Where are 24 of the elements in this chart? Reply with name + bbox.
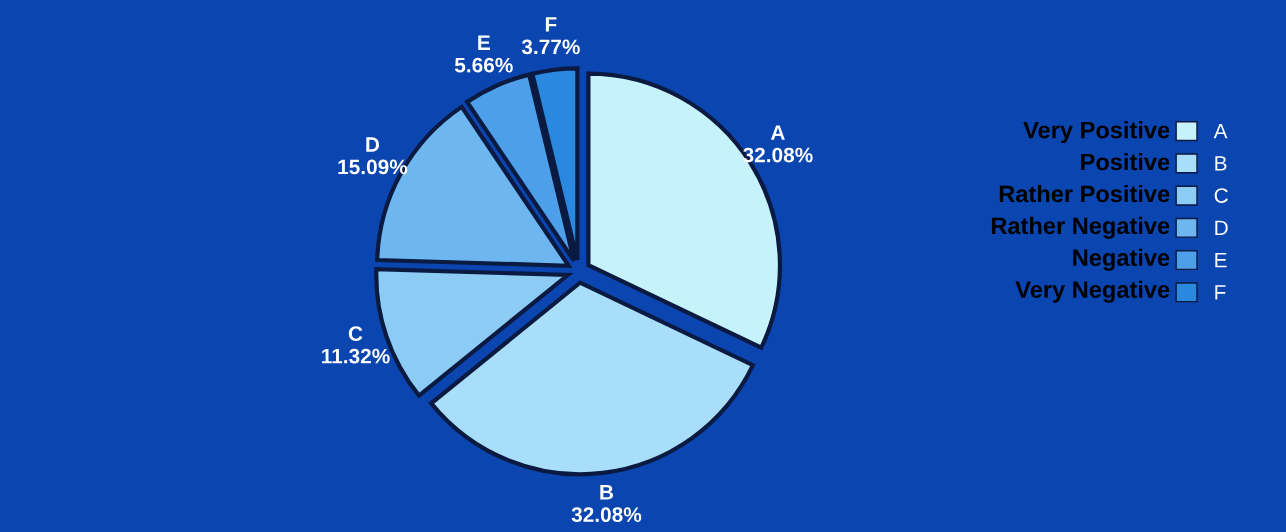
slice-label: E	[478, 35, 490, 50]
text: Positive	[1081, 153, 1170, 171]
slice-label: A	[770, 125, 785, 140]
slice-label: F	[545, 17, 557, 32]
text: Rather Negative	[991, 216, 1170, 239]
legend-label: E	[1215, 252, 1227, 268]
slice-label: C	[348, 326, 363, 342]
text: Very Negative	[1015, 280, 1170, 303]
data-label: 3.77%	[521, 39, 580, 55]
legend-label: A	[1213, 123, 1228, 139]
legend-label: F	[1215, 285, 1226, 300]
legend-label: B	[1215, 156, 1227, 171]
text: Very Positive	[1023, 121, 1170, 144]
text: Rather Positive	[999, 184, 1170, 203]
legend-label: C	[1214, 188, 1228, 203]
data-label: 15.09%	[338, 159, 408, 175]
data-label: 11.32%	[322, 348, 390, 364]
data-label: 5.66%	[454, 57, 513, 73]
data-label: 32.08%	[571, 507, 642, 523]
slice-label: B	[600, 485, 614, 500]
legend-label: D	[1215, 220, 1228, 235]
text: Negative	[1073, 248, 1170, 271]
slice-label: D	[366, 137, 380, 152]
data-label: 32.08%	[743, 147, 813, 163]
